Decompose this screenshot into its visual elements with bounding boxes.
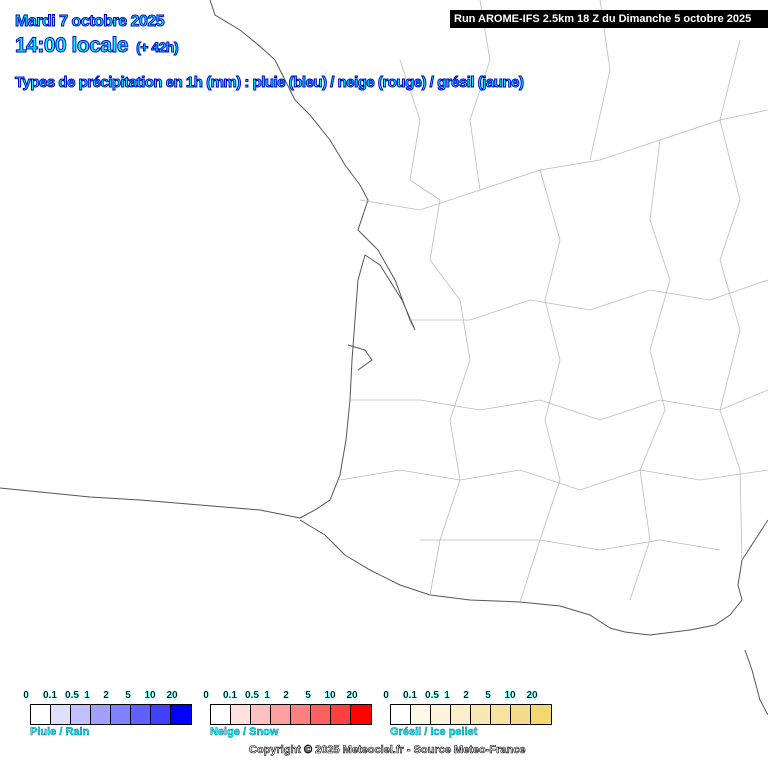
legend-swatch [451,705,471,724]
map-subtitle: Types de précipitation en 1h (mm) : plui… [14,74,524,92]
legend-tick: 20 [526,690,538,701]
legend-swatch [131,705,151,724]
border-pyrenees [299,519,691,636]
copyright: Copyright © 2025 Meteociel.fr - Source M… [249,744,526,757]
legend-swatch [71,705,91,724]
legend-label: Neige / Snow [210,726,279,738]
legend-tick: 0.5 [245,690,259,701]
legend-swatches [210,704,372,725]
legend-ice-pellet: 0 0.1 0.5 1 2 5 10 20 Grésil / Ice pellet [383,690,552,738]
run-info: Run AROME-IFS 2.5km 18 Z du Dimanche 5 o… [450,10,768,28]
department-borders [339,0,768,603]
legend-swatch [411,705,431,724]
legend-tick: 20 [346,690,358,701]
legend-swatch [351,705,371,724]
legend-swatch [91,705,111,724]
legend-swatch [431,705,451,724]
legend-ticks: 0 0.1 0.5 1 2 5 10 20 [203,690,372,704]
legend-swatch [151,705,171,724]
legend-swatch [251,705,271,724]
legend-swatch [311,705,331,724]
legend-tick: 1 [444,690,450,701]
legend-swatch [471,705,491,724]
legend-swatch [111,705,131,724]
legend-swatch [291,705,311,724]
legend-tick: 0.1 [223,690,237,701]
legend-ticks: 0 0.1 0.5 1 2 5 10 20 [383,690,552,704]
legend-swatch [531,705,551,724]
legend-swatch [491,705,511,724]
forecast-time-label: 14:00 locale [14,34,129,58]
legend-tick: 5 [125,690,131,701]
legend-tick: 0.1 [403,690,417,701]
legend-swatch [171,705,191,724]
legend-tick: 0 [203,690,209,701]
forecast-lead: (+ 42h) [136,39,180,56]
legend-tick: 0 [383,690,389,701]
legend-label: Grésil / Ice pellet [390,726,478,738]
legend-swatch [231,705,251,724]
legend-swatch [511,705,531,724]
legend-swatches [390,704,552,725]
legend-tick: 20 [166,690,178,701]
legend-tick: 2 [103,690,109,701]
forecast-time: 14:00 locale (+ 42h) [14,34,180,58]
legend-ticks: 0 0.1 0.5 1 2 5 10 20 [23,690,192,704]
forecast-date: Mardi 7 octobre 2025 [14,13,165,31]
legend-swatch [331,705,351,724]
legend-tick: 2 [283,690,289,701]
legend-tick: 5 [305,690,311,701]
legend-tick: 5 [485,690,491,701]
legend-swatches [30,704,192,725]
legend-tick: 2 [463,690,469,701]
legend-tick: 0.5 [65,690,79,701]
legend-swatch [51,705,71,724]
legend-tick: 1 [84,690,90,701]
legend-swatch [31,705,51,724]
legend-tick: 1 [264,690,270,701]
legend-swatch [391,705,411,724]
legend-tick: 10 [144,690,156,701]
legend-tick: 10 [504,690,516,701]
legend-label: Pluie / Rain [30,726,90,738]
legend-rain: 0 0.1 0.5 1 2 5 10 20 Pluie / Rain [23,690,192,738]
coastline [0,0,768,716]
legend-tick: 10 [324,690,336,701]
legend-swatch [271,705,291,724]
legend-tick: 0 [23,690,29,701]
legend-tick: 0.1 [43,690,57,701]
legend-swatch [211,705,231,724]
legend-tick: 0.5 [425,690,439,701]
legend-snow: 0 0.1 0.5 1 2 5 10 20 Neige / Snow [203,690,372,738]
